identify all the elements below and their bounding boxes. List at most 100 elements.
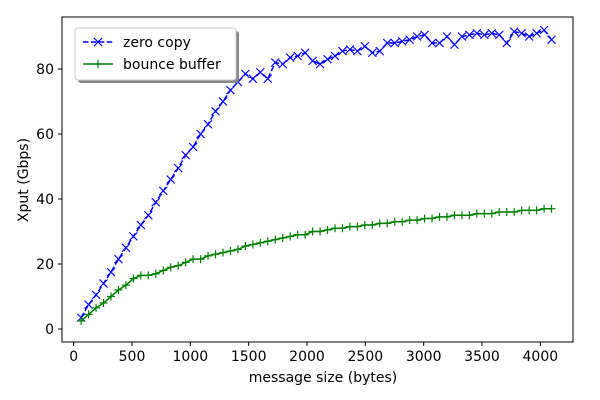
data-point-series-2	[151, 269, 160, 278]
data-point-series-2	[450, 211, 459, 220]
data-point-series-2	[532, 206, 541, 215]
data-point-series-1	[494, 30, 504, 40]
data-point-series-2	[99, 299, 108, 307]
marker-stroke	[412, 32, 422, 41]
data-point-series-2	[390, 217, 399, 226]
data-point-series-1	[270, 58, 280, 67]
data-point-series-2	[510, 208, 519, 216]
data-point-series-1	[91, 290, 101, 300]
data-point-series-1	[158, 186, 168, 196]
marker-stroke	[218, 97, 228, 106]
marker-stroke	[472, 28, 482, 38]
data-point-series-1	[442, 32, 452, 41]
marker-stroke	[352, 46, 362, 56]
marker-stroke	[547, 35, 556, 45]
data-point-series-1	[397, 36, 407, 46]
marker-stroke	[509, 27, 519, 37]
marker-stroke	[293, 51, 303, 61]
data-point-series-1	[405, 35, 415, 45]
x-tick-label: 0	[69, 349, 78, 365]
marker-stroke	[91, 290, 101, 300]
data-point-series-1	[547, 35, 556, 45]
data-point-series-2	[196, 255, 205, 264]
marker-stroke	[99, 279, 108, 288]
data-point-series-1	[173, 163, 183, 173]
data-point-series-1	[427, 38, 437, 48]
data-point-series-2	[405, 216, 414, 225]
data-point-series-1	[114, 254, 123, 264]
x-tick-label: 2000	[289, 349, 325, 365]
marker-stroke	[323, 54, 332, 64]
data-point-series-1	[382, 38, 392, 48]
data-point-series-1	[99, 279, 108, 288]
data-point-series-2	[360, 221, 369, 229]
data-point-series-2	[293, 230, 302, 239]
data-point-series-2	[278, 234, 287, 242]
marker-stroke	[106, 267, 116, 277]
marker-stroke	[158, 186, 168, 196]
data-point-series-1	[285, 53, 295, 63]
data-point-series-1	[293, 51, 303, 61]
x-tick-label: 3000	[406, 349, 442, 365]
data-point-series-2	[226, 247, 235, 255]
legend-box	[74, 27, 237, 81]
x-tick-label: 3500	[464, 349, 500, 365]
legend-marker-2	[94, 60, 102, 68]
marker-stroke	[211, 106, 220, 116]
data-point-series-1	[435, 38, 444, 48]
x-tick-label: 2500	[348, 349, 384, 365]
data-point-series-2	[211, 250, 220, 259]
data-point-series-2	[331, 224, 339, 233]
y-tick-label: 20	[36, 257, 54, 273]
data-point-series-2	[540, 204, 549, 213]
data-point-series-1	[502, 38, 512, 48]
marker-stroke	[345, 45, 355, 54]
data-point-series-1	[151, 197, 161, 207]
data-point-series-2	[443, 212, 451, 221]
data-point-series-2	[159, 266, 168, 275]
marker-stroke	[517, 28, 527, 38]
legend-marker-1	[93, 37, 103, 47]
axes: 0 500 1000 1500 2000 2500 3000 3500 4000 0 20 40 60 8…	[36, 16, 574, 365]
marker-stroke	[338, 46, 347, 56]
y-tick-label: 40	[36, 192, 54, 208]
data-point-series-1	[450, 40, 459, 50]
data-point-series-1	[472, 28, 482, 38]
data-point-series-1	[211, 106, 220, 116]
data-point-series-1	[539, 25, 549, 35]
marker-stroke	[308, 56, 318, 66]
marker-stroke	[539, 25, 549, 35]
x-tick-label: 500	[119, 349, 146, 365]
marker-stroke	[457, 32, 467, 41]
marker-stroke	[188, 142, 198, 152]
y-tick-label: 80	[36, 62, 54, 78]
marker-stroke	[450, 40, 459, 50]
data-point-series-1	[255, 67, 265, 77]
marker-stroke	[532, 28, 542, 38]
marker-stroke	[248, 74, 258, 84]
data-point-series-1	[375, 46, 385, 56]
data-point-series-1	[509, 27, 519, 37]
marker-stroke	[196, 129, 206, 139]
data-point-series-1	[226, 85, 235, 95]
data-point-series-1	[240, 69, 250, 79]
data-point-series-1	[181, 150, 191, 160]
marker-stroke	[464, 30, 474, 40]
marker-stroke	[524, 32, 534, 41]
data-point-series-2	[547, 204, 556, 213]
marker-stroke	[166, 175, 176, 184]
data-point-series-1	[464, 30, 474, 40]
data-point-series-2	[144, 271, 153, 280]
marker-stroke	[93, 37, 103, 47]
marker-stroke	[181, 150, 191, 160]
series-line-1	[80, 29, 553, 319]
data-point-series-1	[248, 74, 258, 84]
data-point-series-2	[345, 222, 354, 231]
data-point-series-2	[271, 235, 280, 244]
data-point-series-2	[525, 206, 534, 215]
marker-stroke	[270, 58, 280, 67]
marker-stroke	[390, 38, 400, 48]
marker-stroke	[240, 69, 250, 79]
data-point-series-1	[367, 48, 377, 58]
data-point-series-2	[472, 209, 481, 218]
